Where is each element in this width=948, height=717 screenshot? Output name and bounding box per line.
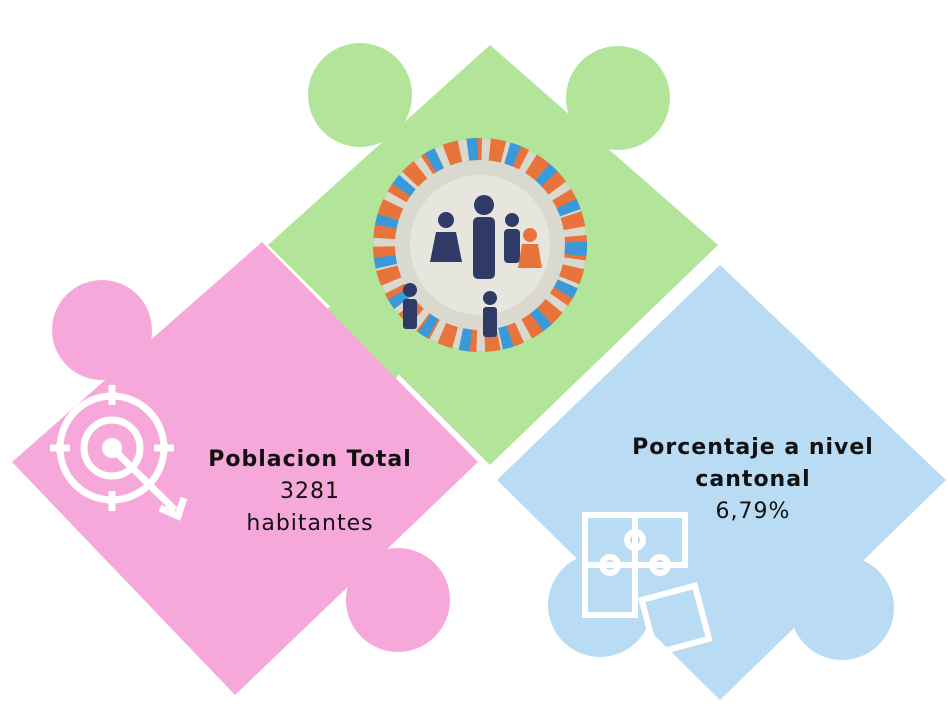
percentage-title: Porcentaje a nivel cantonal [618, 432, 888, 496]
population-title: Poblacion Total [190, 444, 430, 476]
population-value: 3281 [190, 476, 430, 508]
puzzle-graphic [0, 0, 948, 717]
percentage-value: 6,79% [618, 496, 888, 528]
people-icon [374, 139, 586, 351]
target-center [102, 438, 122, 458]
left-text: Poblacion Total 3281 habitantes [190, 444, 430, 540]
infographic: Poblacion Total 3281 habitantes Porcenta… [0, 0, 948, 717]
right-text: Porcentaje a nivel cantonal 6,79% [618, 432, 888, 528]
population-unit: habitantes [190, 508, 430, 540]
